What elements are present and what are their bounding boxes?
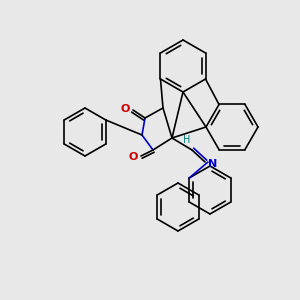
Text: O: O xyxy=(120,104,130,114)
Text: H: H xyxy=(183,135,191,145)
Text: N: N xyxy=(208,159,217,169)
Text: O: O xyxy=(128,152,138,162)
